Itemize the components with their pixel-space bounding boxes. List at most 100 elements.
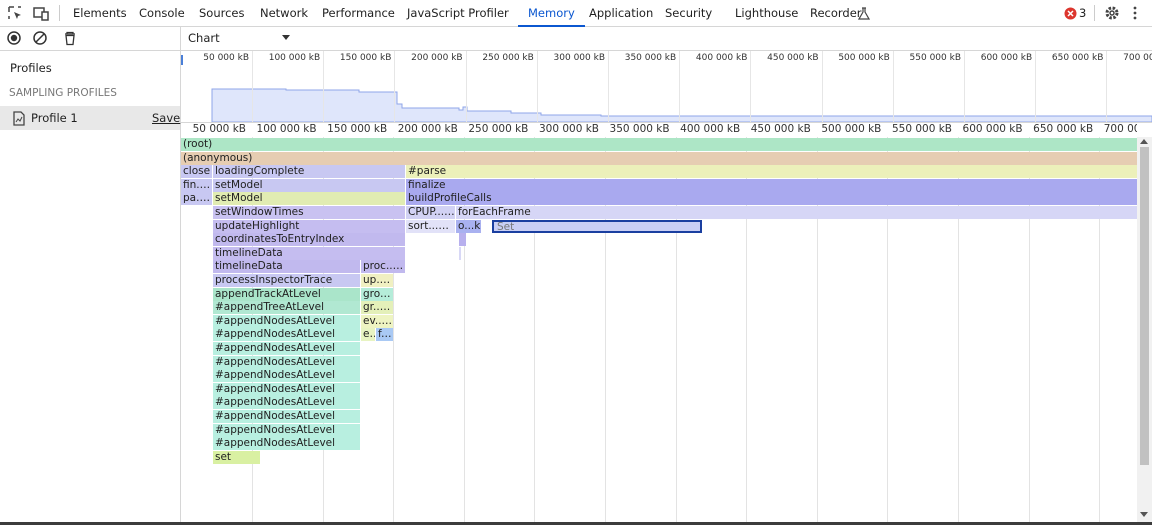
overview-tick-label: 600 000 kB [980, 53, 1033, 63]
overview-tick-label: 50 000 kB [203, 53, 249, 63]
profile-toolbar: Chart [0, 27, 1152, 51]
flame-entry[interactable]: coordinatesToEntryIndex [213, 233, 405, 247]
view-select[interactable]: Chart [188, 31, 220, 45]
flame-entry[interactable]: gro...ts [361, 287, 393, 301]
flame-entry[interactable]: timelineData [213, 260, 360, 274]
flame-entry[interactable]: CPUP...del [406, 206, 455, 219]
flame-entry[interactable]: setModel [213, 178, 405, 192]
error-count[interactable]: 3 [1079, 6, 1087, 20]
flame-entry[interactable]: gr...ew [361, 301, 393, 315]
flame-entry[interactable]: #appendNodesAtLevel [213, 423, 360, 437]
flame-entry[interactable]: #appendTreeAtLevel [213, 301, 360, 315]
ruler-tick-label: 300 000 kB [538, 123, 599, 135]
grid-line [816, 137, 818, 525]
flame-entry[interactable]: #appendNodesAtLevel [213, 369, 360, 383]
flame-entry[interactable]: set [213, 450, 260, 464]
profile-name[interactable]: Profile 1 [31, 111, 78, 125]
profile-actions[interactable] [7, 31, 77, 47]
ruler-tick-label: 200 000 kB [397, 123, 458, 135]
flame-entry[interactable]: close [181, 165, 212, 179]
profile-item[interactable]: Profile 1 Save [0, 106, 180, 130]
save-link[interactable]: Save [152, 111, 181, 125]
grid-line [463, 137, 465, 525]
flame-entry[interactable]: pa...at [181, 192, 212, 206]
tab[interactable]: Performance [322, 6, 395, 20]
flame-entry[interactable]: sort...ples [406, 219, 455, 233]
flame-entry[interactable]: (root) [181, 138, 1137, 151]
flame-chart[interactable]: (root) (anonymous) close loadingComplete #pa… [181, 137, 1137, 525]
flame-entry[interactable]: timelineData [213, 246, 405, 260]
grid-line [958, 137, 959, 525]
flame-entry[interactable]: #appendNodesAtLevel [213, 410, 360, 423]
scroll-up[interactable] [1140, 139, 1149, 145]
tab[interactable]: Sources [199, 6, 245, 20]
flame-entry[interactable]: #appendNodesAtLevel [213, 355, 360, 369]
flame-entry[interactable]: #appendNodesAtLevel [213, 437, 360, 451]
overview-tick-label: 550 000 kB [909, 53, 961, 63]
tab[interactable]: Memory [518, 0, 585, 27]
scroll-down[interactable] [1140, 512, 1149, 518]
ruler-tick-label: 100 000 kB [256, 123, 317, 135]
settings-icon[interactable] [1104, 5, 1120, 21]
tab[interactable]: Application [589, 6, 654, 20]
flame-entry[interactable]: ev...ew [361, 314, 393, 328]
flame-entry[interactable]: #appendNodesAtLevel [213, 328, 360, 342]
overview-tick-label: 400 000 kB [695, 53, 748, 63]
overview-tick-label: 200 000 kB [411, 53, 463, 63]
flame-entry[interactable]: buildProfileCalls [406, 192, 1137, 206]
flame-entry[interactable]: processInspectorTrace [213, 274, 360, 287]
scrollbar[interactable] [1137, 137, 1152, 525]
flame-entry[interactable]: fin...ce [181, 178, 212, 192]
flame-entry[interactable]: f...r [376, 328, 393, 342]
flame-entry[interactable]: (anonymous) [181, 151, 1137, 165]
tab[interactable]: Elements [73, 6, 127, 20]
tab[interactable]: JavaScript Profiler [407, 6, 509, 20]
sidebar-title: Profiles [10, 61, 52, 75]
ruler-tick-label: 650 000 kB [1033, 123, 1094, 135]
tab[interactable]: Security [665, 6, 713, 20]
flame-entry[interactable]: o...k [456, 219, 481, 233]
ruler-tick-label: 600 000 kB [962, 123, 1023, 135]
section-header: SAMPLING PROFILES [9, 87, 117, 99]
ruler-tick-label: 350 000 kB [609, 123, 670, 135]
overview-grid-line [394, 51, 396, 122]
flame-entry-small[interactable] [459, 246, 461, 260]
overview[interactable]: 50 000 kB 100 000 kB 150 000 kB 200 000 kB 2… [181, 51, 1152, 123]
tab[interactable]: Console [139, 6, 185, 20]
flame-entry[interactable]: #appendNodesAtLevel [213, 382, 360, 396]
flame-entry[interactable]: setWindowTimes [213, 206, 405, 219]
flame-entry[interactable]: loadingComplete [213, 165, 405, 179]
tab[interactable]: Lighthouse [735, 6, 799, 20]
flame-entry[interactable]: up...up [361, 274, 393, 287]
flame-entry[interactable]: updateHighlight [213, 219, 405, 233]
overview-grid-line [608, 51, 609, 122]
overview-tick-label: 300 000 kB [553, 53, 605, 63]
flame-entry[interactable]: #appendNodesAtLevel [213, 342, 360, 355]
flame-entry-small[interactable] [459, 233, 466, 247]
scroll-thumb[interactable] [1140, 147, 1149, 465]
grid-line [675, 137, 677, 525]
flame-entry[interactable]: #parse [406, 165, 1137, 179]
ruler-tick-label: 500 000 kB [821, 123, 882, 135]
bottom-edge [0, 522, 1152, 525]
flame-entry[interactable]: proc...ata [361, 260, 405, 274]
flame-entry[interactable]: #appendNodesAtLevel [213, 314, 360, 328]
time-ruler: 50 000 kB 100 000 kB 150 000 kB 200 000 kB 2… [181, 122, 1137, 137]
tab[interactable]: Network [260, 6, 309, 20]
flame-entry[interactable]: setModel [213, 192, 405, 206]
flame-entry[interactable]: #appendNodesAtLevel [213, 396, 360, 410]
overview-grid-line [1035, 51, 1037, 122]
flame-entry[interactable]: appendTrackAtLevel [213, 287, 360, 301]
toolbar-icons[interactable] [7, 5, 51, 21]
overview-grid-line [323, 51, 325, 122]
flame-entry[interactable]: Set [492, 219, 702, 233]
dropdown-arrow[interactable] [282, 35, 291, 41]
menu-icon[interactable] [1132, 6, 1138, 20]
grid-line [534, 137, 536, 525]
flame-entry[interactable]: forEachFrame [456, 206, 1137, 219]
overview-tick-label: 100 000 kB [268, 53, 321, 63]
tab[interactable]: Recorder [810, 6, 862, 20]
flame-entry[interactable]: finalize [406, 178, 1137, 192]
flame-entry[interactable]: e... [361, 328, 375, 342]
